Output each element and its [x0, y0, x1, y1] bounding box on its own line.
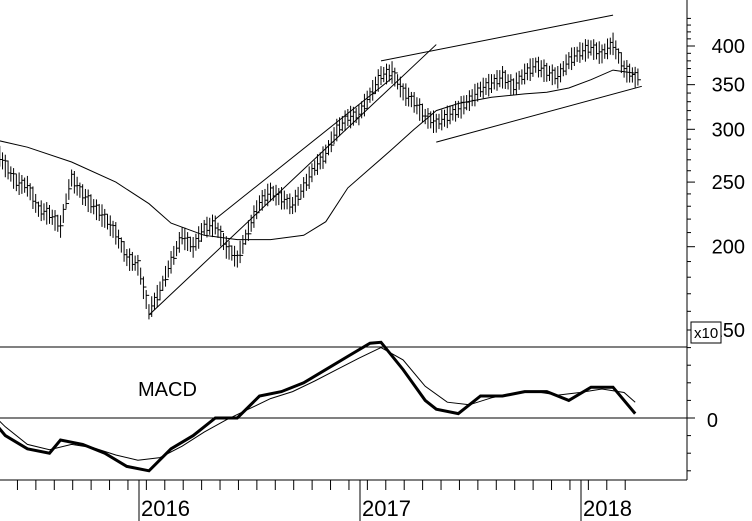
price-bar — [62, 204, 67, 223]
price-bar — [330, 131, 335, 153]
price-bar — [247, 220, 252, 241]
y-tick-label: 250 — [712, 172, 745, 194]
price-bar — [104, 208, 108, 228]
price-bar — [165, 265, 169, 287]
y-tick-label: 200 — [712, 237, 745, 259]
price-bar — [68, 179, 72, 200]
y-tick-label: 300 — [712, 119, 745, 141]
trend-line — [214, 77, 393, 220]
trend-line — [380, 14, 614, 62]
macd-title: MACD — [138, 379, 197, 401]
moving-average-line — [0, 69, 636, 241]
price-bar — [637, 68, 641, 86]
multiplier-box — [690, 321, 722, 344]
price-bar — [173, 245, 177, 265]
x-tick-label: 2017 — [362, 496, 411, 521]
y-tick-label: 350 — [712, 75, 745, 97]
x-tick-label: 2016 — [141, 496, 190, 521]
multiplier-label: x10 — [694, 325, 718, 342]
macd-panel — [0, 340, 637, 473]
price-bar — [297, 186, 302, 206]
trend-line — [436, 85, 642, 143]
price-bar — [145, 290, 150, 309]
price-bar — [137, 254, 141, 276]
price-bar — [13, 168, 17, 189]
macd-y-tick-label: 0 — [707, 410, 718, 432]
price-bar — [142, 276, 147, 300]
price-panel — [0, 14, 642, 320]
price-bar — [65, 193, 70, 209]
signal-line — [0, 347, 636, 461]
price-bar — [239, 240, 244, 264]
price-bar — [220, 225, 224, 247]
macd-line — [0, 340, 637, 473]
y-tick-label: 400 — [712, 36, 745, 58]
trend-line — [148, 44, 437, 316]
x-tick-label: 2018 — [583, 496, 632, 521]
price-bar — [60, 215, 64, 238]
